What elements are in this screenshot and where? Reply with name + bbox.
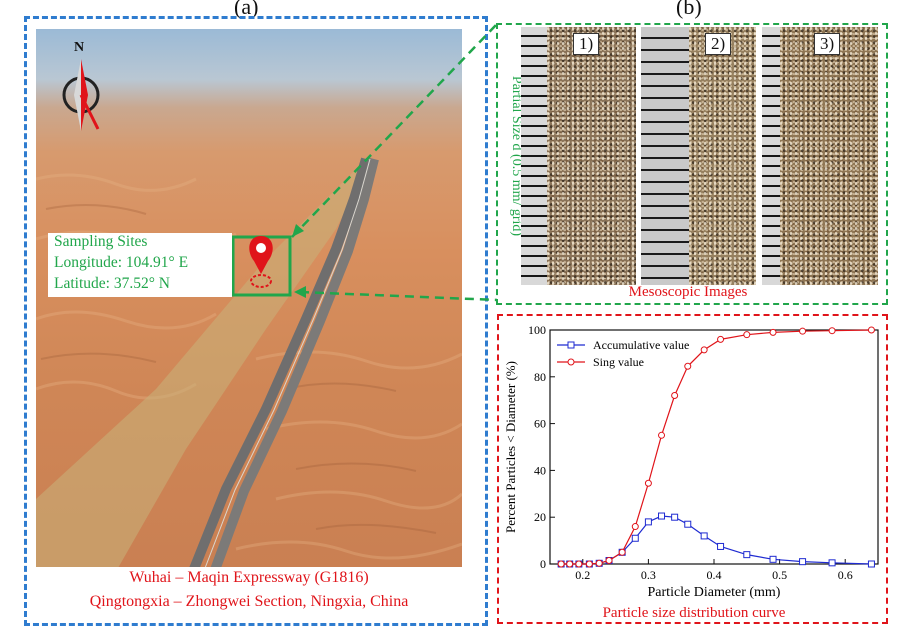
panel-label-b: (b) <box>676 0 702 19</box>
y-tick-label: 20 <box>534 510 546 524</box>
sing-point <box>658 431 666 439</box>
legend-marker-circle-icon <box>567 358 575 366</box>
accumulative-point <box>769 555 777 563</box>
sampling-sites-box: Sampling Sites Longitude: 104.91° E Lati… <box>48 233 232 297</box>
sing-point <box>799 327 807 335</box>
chart-title: Particle size distribution curve <box>603 605 786 621</box>
accumulative-point <box>717 542 725 550</box>
sing-point <box>618 548 626 556</box>
aerial-photo <box>36 29 462 589</box>
legend-marker-square-icon <box>567 341 575 349</box>
x-tick-label: 0.5 <box>772 568 787 582</box>
arrow-head-lower-icon <box>294 286 306 298</box>
aerial-illustration <box>36 59 462 589</box>
sand-grains-2 <box>689 27 756 285</box>
sample-number-2: 2) <box>705 33 732 55</box>
y-tick-label: 40 <box>534 463 546 477</box>
north-arrow-icon <box>62 59 100 131</box>
psd-chart: 0.2 0.3 0.4 0.5 0.6 0 20 40 60 80 100 Particle Diam… <box>503 323 879 621</box>
panel-a-frame <box>24 16 488 626</box>
y-tick-label: 80 <box>534 370 546 384</box>
ruler-3 <box>762 27 780 285</box>
accumulative-point <box>828 559 836 567</box>
caption-line-1: Wuhai – Maqin Expressway (G1816) <box>129 569 369 586</box>
accumulative-point <box>631 534 639 542</box>
sing-point <box>671 392 679 400</box>
y-tick-label: 100 <box>528 323 546 337</box>
location-pin-icon <box>249 236 273 288</box>
sing-point <box>684 362 692 370</box>
legend-label-2: Sing value <box>593 355 644 369</box>
sing-point <box>769 328 777 336</box>
arrow-head-upper-icon <box>292 224 304 237</box>
sing-point <box>644 479 652 487</box>
sing-point <box>605 556 613 564</box>
sing-point <box>575 560 583 568</box>
sing-point <box>700 346 708 354</box>
ruler-1 <box>521 27 547 285</box>
panel-a-caption: Wuhai – Maqin Expressway (G1816) Qington… <box>36 567 462 615</box>
accumulative-point <box>684 520 692 528</box>
sand-grains-1 <box>547 27 636 285</box>
sing-point <box>585 560 593 568</box>
ruler-2 <box>641 27 689 285</box>
panel-b-frame <box>496 23 888 305</box>
legend-label-1: Accumulative value <box>593 338 689 352</box>
accumulative-point <box>644 518 652 526</box>
sampling-title: Sampling Sites <box>54 233 148 250</box>
sand-grains-3 <box>780 27 878 285</box>
caption-line-2: Qingtongxia – Zhongwei Section, Ningxia,… <box>89 593 409 610</box>
accumulative-point <box>671 513 679 521</box>
sampling-latitude: Latitude: 37.52° N <box>54 275 170 292</box>
sing-point <box>631 523 639 531</box>
accumulative-point <box>658 512 666 520</box>
y-tick-label: 0 <box>540 557 546 571</box>
accumulative-point <box>867 560 875 568</box>
north-label: N <box>74 40 85 55</box>
panel-label-a: (a) <box>234 0 259 19</box>
panel-c-frame <box>497 314 888 624</box>
y-axis-label: Percent Particles < Diameter (%) <box>503 361 518 533</box>
x-tick-label: 0.2 <box>575 568 590 582</box>
x-tick-label: 0.3 <box>641 568 656 582</box>
accumulative-point <box>799 558 807 566</box>
sample-image-2: 2) <box>641 27 756 285</box>
sample-number-3: 3) <box>814 33 841 55</box>
sing-point <box>867 326 875 334</box>
accumulative-point <box>700 532 708 540</box>
sample-image-3: 3) <box>762 27 878 285</box>
y-tick-label: 60 <box>534 417 546 431</box>
x-tick-label: 0.6 <box>838 568 853 582</box>
mesoscopic-caption: Mesoscopic Images <box>628 284 748 300</box>
sing-point <box>557 560 565 568</box>
accumulative-point <box>743 551 751 559</box>
sample-number-1: 1) <box>573 33 600 55</box>
sing-point <box>828 327 836 335</box>
sampling-longitude: Longitude: 104.91° E <box>54 254 189 271</box>
x-axis-label: Particle Diameter (mm) <box>648 585 781 600</box>
x-tick-label: 0.4 <box>707 568 722 582</box>
series-line-1 <box>561 515 872 565</box>
sample-image-1: 1) <box>521 27 636 285</box>
sing-point <box>717 335 725 343</box>
sing-point <box>595 559 603 567</box>
sing-point <box>743 331 751 339</box>
sing-point <box>566 560 574 568</box>
